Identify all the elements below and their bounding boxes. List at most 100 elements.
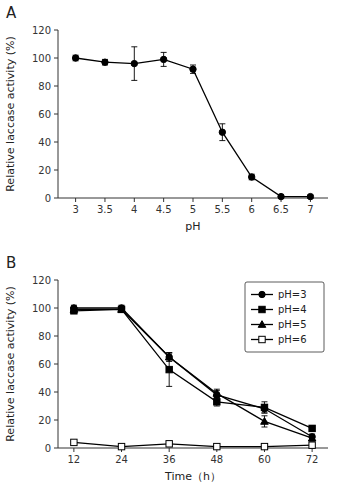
y-tick	[54, 392, 58, 393]
data-group	[72, 47, 313, 200]
y-tick	[54, 336, 58, 337]
x-tick	[222, 198, 223, 202]
x-tick-label: 4	[131, 204, 137, 215]
error-bar-cap	[261, 401, 267, 402]
error-bar-cap	[166, 361, 172, 362]
marker	[259, 306, 265, 312]
error-bar	[214, 398, 220, 406]
series-line	[74, 442, 312, 446]
marker	[118, 306, 124, 312]
x-tick-label: 36	[163, 454, 176, 465]
error-bar	[261, 402, 267, 413]
marker	[259, 336, 265, 342]
error-bar	[249, 174, 255, 180]
y-tick-label: 60	[38, 359, 51, 370]
x-tick	[75, 198, 76, 202]
x-tick-label: 60	[258, 454, 271, 465]
y-tick	[54, 420, 58, 421]
marker	[261, 443, 267, 449]
x-tick	[163, 198, 164, 202]
panel: B122436486072020406080100120Time（h）Relat…	[4, 254, 328, 483]
y-tick-label: 80	[38, 81, 51, 92]
error-bar-cap	[166, 361, 172, 362]
y-tick-label: 80	[38, 331, 51, 342]
error-bar-cap	[219, 140, 225, 141]
error-bar	[214, 389, 220, 397]
y-tick	[54, 448, 58, 449]
error-bar	[102, 59, 108, 65]
marker	[258, 321, 266, 328]
error-bar	[71, 307, 77, 313]
panel-title: B	[6, 254, 16, 272]
marker	[72, 55, 78, 61]
y-tick	[54, 364, 58, 365]
error-bar-cap	[214, 397, 220, 398]
error-bar-cap	[261, 413, 267, 414]
marker	[214, 399, 220, 405]
marker	[261, 418, 269, 425]
y-tick	[54, 170, 58, 171]
x-axis-label: Time（h）	[164, 470, 221, 483]
y-tick	[54, 114, 58, 115]
error-bar-cap	[190, 65, 196, 66]
error-bar-cap	[214, 397, 220, 398]
y-tick-label: 120	[32, 275, 51, 286]
legend-label: pH=3	[278, 289, 307, 300]
y-tick-label: 20	[38, 415, 51, 426]
data-group	[70, 305, 316, 450]
legend-label: pH=5	[278, 319, 307, 330]
x-tick	[169, 448, 170, 452]
y-tick-label: 120	[32, 25, 51, 36]
error-bar-cap	[261, 415, 267, 416]
marker	[308, 434, 316, 441]
marker	[261, 404, 267, 410]
y-tick	[54, 86, 58, 87]
y-tick-label: 20	[38, 165, 51, 176]
x-axis-label: pH	[185, 220, 200, 233]
marker	[190, 66, 196, 72]
x-tick	[134, 198, 135, 202]
error-bar	[73, 55, 79, 61]
series	[71, 305, 316, 440]
error-bar	[309, 435, 315, 441]
error-bar-cap	[161, 52, 167, 53]
series-line	[76, 58, 311, 197]
marker	[118, 306, 126, 313]
error-bar-cap	[219, 123, 225, 124]
error-bar	[161, 52, 167, 66]
marker	[309, 442, 315, 448]
marker	[259, 291, 265, 297]
y-axis-label: Relative laccase activity (%)	[4, 36, 17, 192]
marker	[213, 390, 221, 397]
marker	[219, 129, 225, 135]
marker	[118, 443, 124, 449]
error-bar-cap	[131, 46, 137, 47]
error-bar	[119, 307, 125, 313]
x-tick	[251, 198, 252, 202]
y-tick-label: 40	[38, 387, 51, 398]
x-tick-label: 24	[115, 454, 128, 465]
legend-label: pH=6	[278, 334, 307, 345]
error-bar-cap	[161, 66, 167, 67]
error-bar	[309, 426, 315, 432]
x-tick-label: 48	[210, 454, 223, 465]
x-tick-label: 3	[72, 204, 78, 215]
x-tick-label: 7	[307, 204, 313, 215]
y-tick	[54, 308, 58, 309]
x-tick-label: 6.5	[273, 204, 289, 215]
x-tick-label: 5	[190, 204, 196, 215]
marker	[166, 366, 172, 372]
y-tick-label: 0	[45, 443, 51, 454]
x-tick-label: 3.5	[97, 204, 113, 215]
x-tick-label: 5.5	[214, 204, 230, 215]
y-tick-label: 100	[32, 303, 51, 314]
marker	[102, 59, 108, 65]
marker	[166, 441, 172, 447]
y-tick	[54, 198, 58, 199]
error-bar-cap	[261, 413, 267, 414]
x-tick	[73, 448, 74, 452]
error-bar	[119, 307, 125, 313]
y-tick-label: 60	[38, 109, 51, 120]
y-tick	[54, 280, 58, 281]
error-bar-cap	[214, 406, 220, 407]
